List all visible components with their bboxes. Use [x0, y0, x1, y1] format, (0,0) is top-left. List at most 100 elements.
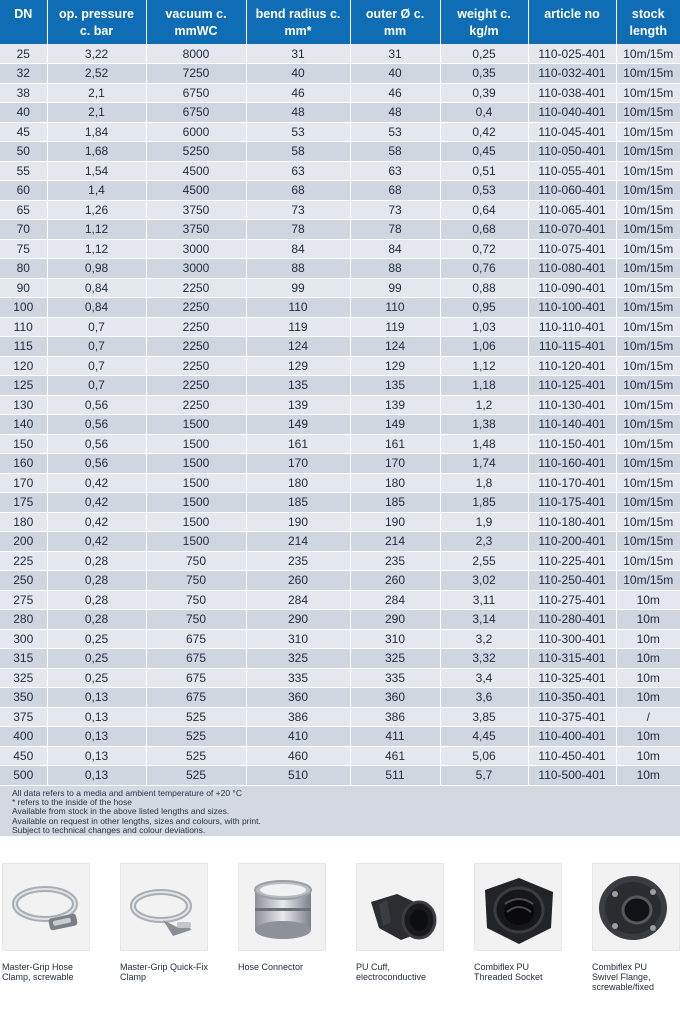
table-cell: 1,85: [440, 492, 529, 513]
table-cell: 125: [0, 375, 48, 396]
table-cell: 235: [350, 551, 441, 571]
table-cell: 325: [246, 648, 351, 669]
table-cell: 58: [350, 141, 441, 162]
table-cell: 48: [350, 102, 441, 123]
table-cell: 3,14: [440, 609, 529, 630]
table-cell: 5250: [146, 141, 247, 162]
table-cell: 10m: [616, 765, 680, 786]
table-cell: 0,25: [47, 629, 147, 649]
table-cell: 68: [246, 180, 351, 201]
table-cell: 99: [350, 278, 441, 298]
table-cell: 290: [246, 609, 351, 630]
table-cell: 110-450-401: [528, 746, 617, 766]
table-cell: 310: [246, 629, 351, 649]
table-cell: 10m/15m: [616, 531, 680, 552]
table-cell: 10m/15m: [616, 395, 680, 415]
table-cell: 411: [350, 726, 441, 747]
table-cell: 10m/15m: [616, 180, 680, 201]
product-quick-fix-clamp[interactable]: Master-Grip Quick-Fix Clamp: [120, 863, 232, 982]
table-cell: 110-050-401: [528, 141, 617, 162]
table-cell: 386: [246, 707, 351, 727]
product-threaded-socket[interactable]: Combiflex PU Threaded Socket: [474, 863, 586, 982]
table-cell: 1,2: [440, 395, 529, 415]
table-cell: 110-070-401: [528, 219, 617, 240]
table-cell: 3,85: [440, 707, 529, 727]
product-hose-clamp[interactable]: Master-Grip Hose Clamp, screwable: [2, 863, 114, 982]
table-cell: 4500: [146, 161, 247, 181]
table-cell: 511: [350, 765, 441, 786]
table-cell: 149: [246, 414, 351, 435]
table-cell: 70: [0, 219, 48, 240]
table-cell: 200: [0, 531, 48, 552]
column-header: weight c. kg/m: [440, 0, 529, 44]
table-cell: 150: [0, 434, 48, 454]
table-cell: 0,42: [47, 473, 147, 493]
table-cell: 124: [246, 336, 351, 357]
product-caption: PU Cuff, electroconductive: [356, 962, 427, 982]
table-cell: 0,25: [47, 648, 147, 669]
table-cell: 10m/15m: [616, 551, 680, 571]
table-cell: 360: [350, 687, 441, 708]
table-cell: 1,26: [47, 200, 147, 220]
table-cell: 110-280-401: [528, 609, 617, 630]
table-cell: 135: [246, 375, 351, 396]
table-cell: 10m/15m: [616, 473, 680, 493]
table-row: 32 2,52 7250 40 40 0,35 110-032-401 10m/15m: [0, 63, 680, 84]
table-cell: 58: [246, 141, 351, 162]
table-cell: 110-065-401: [528, 200, 617, 220]
table-cell: 110: [350, 297, 441, 318]
table-cell: 1500: [146, 473, 247, 493]
table-cell: 0,98: [47, 258, 147, 279]
table-cell: 3,6: [440, 687, 529, 708]
table-cell: 110-125-401: [528, 375, 617, 396]
table-cell: 1,74: [440, 453, 529, 474]
table-row: 140 0,56 1500 149 149 1,38 110-140-401 10m/15m: [0, 414, 680, 435]
table-row: 325 0,25 675 335 335 3,4 110-325-401 10m: [0, 668, 680, 688]
table-cell: 3,4: [440, 668, 529, 688]
column-header: op. pressure c. bar: [47, 0, 147, 44]
product-pu-cuff[interactable]: PU Cuff, electroconductive: [356, 863, 468, 982]
table-cell: 63: [246, 161, 351, 181]
table-cell: 0,13: [47, 687, 147, 708]
table-cell: 10m/15m: [616, 356, 680, 376]
table-cell: 280: [0, 609, 48, 630]
table-cell: 53: [350, 122, 441, 142]
table-cell: 129: [246, 356, 351, 376]
table-cell: 525: [146, 707, 247, 727]
table-cell: 1,12: [47, 239, 147, 259]
table-cell: 180: [350, 473, 441, 493]
table-cell: 10m: [616, 648, 680, 669]
table-cell: 0,42: [440, 122, 529, 142]
table-header-row: DN op. pressure c. bar vacuum c. mmWC bend ra…: [0, 0, 680, 44]
table-cell: 40: [0, 102, 48, 123]
table-cell: 10m: [616, 746, 680, 766]
table-cell: 31: [246, 44, 351, 64]
table-cell: 139: [246, 395, 351, 415]
table-cell: 5,7: [440, 765, 529, 786]
table-cell: 2250: [146, 297, 247, 318]
table-row: 150 0,56 1500 161 161 1,48 110-150-401 10m/15m: [0, 434, 680, 454]
table-cell: 110-025-401: [528, 44, 617, 64]
product-hose-connector[interactable]: Hose Connector: [238, 863, 350, 972]
table-cell: 161: [246, 434, 351, 454]
table-cell: 2250: [146, 395, 247, 415]
table-cell: 0,56: [47, 434, 147, 454]
table-cell: 3000: [146, 239, 247, 259]
table-cell: 225: [0, 551, 48, 571]
table-cell: 0,84: [47, 297, 147, 318]
table-cell: 0,13: [47, 726, 147, 747]
table-cell: 0,84: [47, 278, 147, 298]
table-cell: 10m/15m: [616, 200, 680, 220]
table-cell: 110-115-401: [528, 336, 617, 357]
table-cell: 55: [0, 161, 48, 181]
table-cell: 0,35: [440, 63, 529, 84]
table-cell: 75: [0, 239, 48, 259]
product-swivel-flange[interactable]: Combiflex PU Swivel Flange, screwable/fixe…: [592, 863, 680, 992]
table-cell: 190: [246, 512, 351, 532]
footnote-on-request: Available on request in other lengths, s…: [12, 815, 261, 826]
table-cell: 110-100-401: [528, 297, 617, 318]
table-cell: 1500: [146, 492, 247, 513]
table-cell: 0,88: [440, 278, 529, 298]
table-cell: 10m/15m: [616, 219, 680, 240]
table-cell: 139: [350, 395, 441, 415]
